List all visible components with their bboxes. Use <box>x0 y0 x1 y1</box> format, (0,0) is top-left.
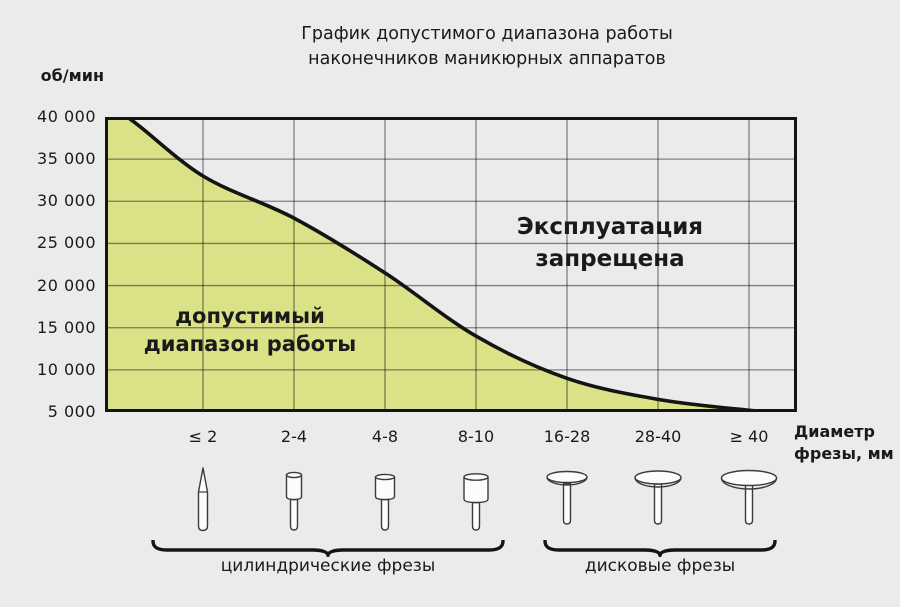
large-cylinder-bur-icon <box>463 473 489 531</box>
x-tick-label: 2-4 <box>280 427 308 446</box>
rpm-limit-curve <box>105 117 780 412</box>
y-tick-label: 20 000 <box>37 275 96 295</box>
forbidden-region-label: Эксплуатация запрещена <box>460 211 760 275</box>
forbidden-region-label-line1: Эксплуатация <box>516 214 704 240</box>
chart-title: График допустимого диапазона работы нако… <box>137 22 837 72</box>
x-tick-label: ≥ 40 <box>729 427 769 446</box>
x-tick-label: ≤ 2 <box>188 427 218 446</box>
large-disc-bur-icon <box>720 469 778 525</box>
y-tick-label: 40 000 <box>37 107 96 126</box>
y-tick-label: 25 000 <box>37 233 96 253</box>
disc-group-brace <box>543 540 777 557</box>
allowed-region-label-line2: диапазон работы <box>143 332 357 356</box>
x-tick-label: 28-40 <box>634 427 682 446</box>
cylindrical-group-brace <box>151 540 505 557</box>
y-tick-label: 15 000 <box>37 317 96 337</box>
allowed-region-label: допустимый диапазон работы <box>100 302 400 358</box>
medium-cylinder-bur-icon <box>374 473 396 531</box>
y-tick-label: 5 000 <box>47 402 96 421</box>
chart-title-line2: наконечников маникюрных аппаратов <box>308 49 666 69</box>
forbidden-region-label-line2: запрещена <box>535 246 685 272</box>
needle-bur-icon <box>197 467 209 532</box>
y-tick-label: 10 000 <box>37 359 96 379</box>
y-tick-label: 30 000 <box>37 191 96 211</box>
medium-disc-bur-icon <box>634 470 682 525</box>
x-axis-label-line2: фрезы, мм <box>794 444 894 463</box>
x-tick-label: 4-8 <box>371 427 399 446</box>
plot-border <box>105 117 797 412</box>
chart-title-line1: График допустимого диапазона работы <box>301 24 673 44</box>
disc-group-label: дисковые фрезы <box>584 556 736 576</box>
allowed-area-fill <box>105 117 778 412</box>
small-cylinder-bur-icon <box>285 471 303 531</box>
plot-area <box>105 117 797 412</box>
cylindrical-group-label: цилиндрические фрезы <box>220 556 436 576</box>
x-axis-label: Диаметр фрезы, мм <box>794 421 894 465</box>
x-tick-label: 8-10 <box>457 427 495 446</box>
y-tick-label: 35 000 <box>37 149 96 169</box>
x-axis-label-line1: Диаметр <box>794 422 875 441</box>
small-disc-bur-icon <box>546 470 588 525</box>
y-axis-label: об/мин <box>40 66 104 85</box>
x-tick-label: 16-28 <box>543 427 591 446</box>
allowed-region-label-line1: допустимый <box>175 304 325 328</box>
